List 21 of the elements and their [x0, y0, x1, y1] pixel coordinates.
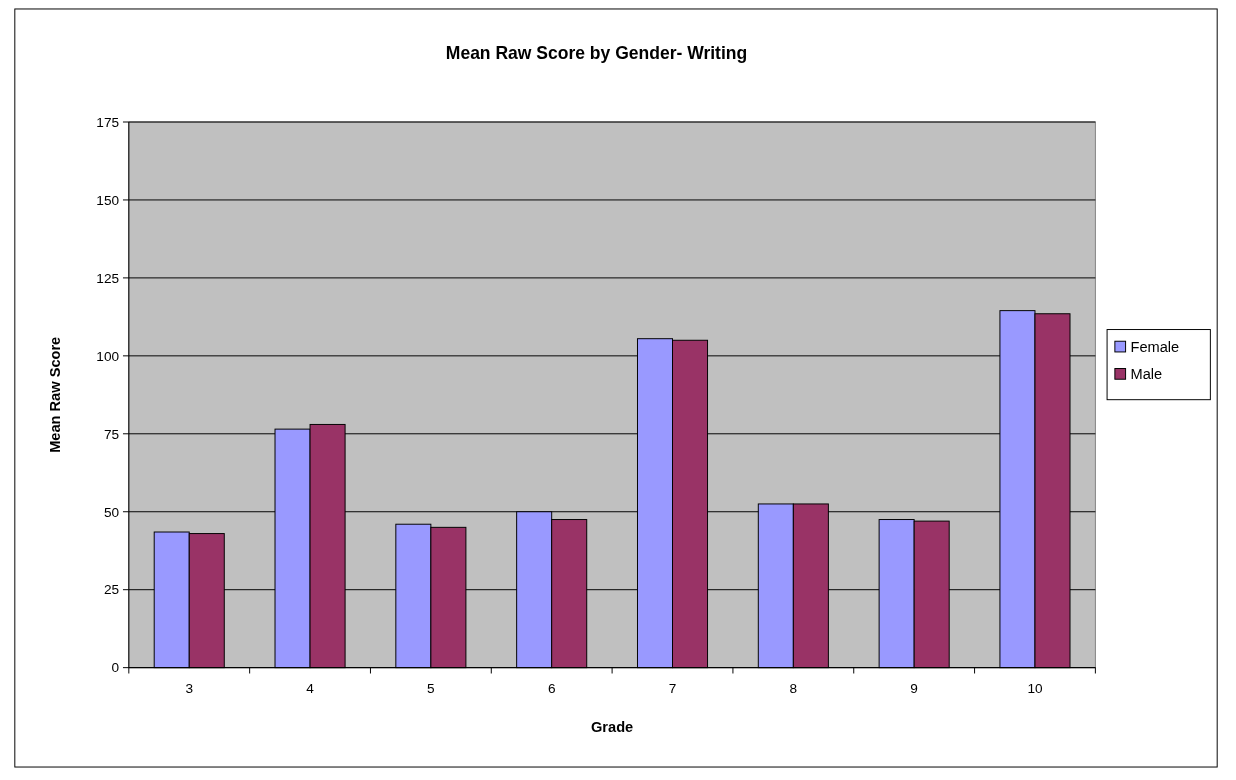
legend-label: Male	[1130, 366, 1163, 383]
x-tick-label: 7	[668, 680, 677, 696]
x-tick-label: 4	[306, 680, 315, 696]
x-tick-label: 6	[547, 680, 556, 696]
y-tick-label: 175	[96, 114, 120, 130]
x-tick-label: 8	[789, 680, 798, 696]
x-tick-label: 3	[185, 680, 194, 696]
legend-label: Female	[1130, 339, 1180, 356]
y-axis-title: Mean Raw Score	[46, 336, 63, 453]
y-tick-label: 150	[96, 192, 120, 208]
y-tick-label: 125	[96, 270, 120, 286]
y-tick-label: 0	[111, 660, 120, 676]
x-tick-label: 9	[910, 680, 918, 696]
y-tick-label: 75	[103, 426, 120, 442]
x-tick-label: 10	[1027, 680, 1043, 696]
chart-title: Mean Raw Score by Gender- Writing	[445, 42, 748, 63]
x-tick-label: 5	[427, 680, 435, 696]
y-tick-label: 25	[103, 582, 120, 598]
y-tick-label: 50	[103, 504, 120, 520]
y-tick-label: 100	[96, 348, 120, 364]
x-axis-title: Grade	[590, 718, 634, 735]
